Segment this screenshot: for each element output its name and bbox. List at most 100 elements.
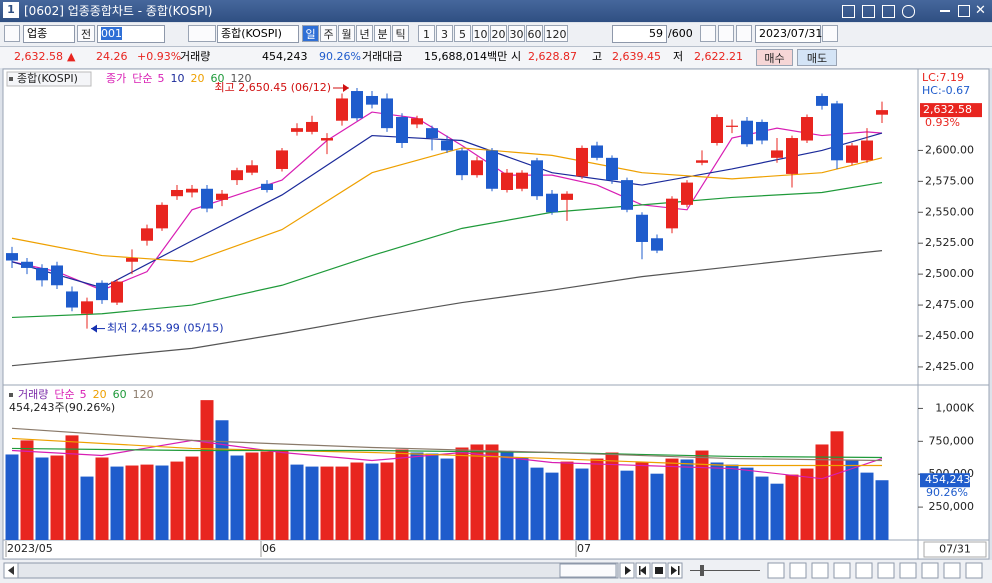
window-icon[interactable] <box>862 5 875 18</box>
tool-button[interactable] <box>877 562 895 579</box>
maximize[interactable] <box>958 5 970 17</box>
period-button[interactable]: 월 <box>338 25 355 42</box>
zoom-handle[interactable] <box>700 565 704 576</box>
volume-bar <box>125 465 139 540</box>
tool-button[interactable] <box>921 562 939 579</box>
volume-bar <box>290 464 304 540</box>
tool-icon[interactable] <box>736 25 752 42</box>
period-button[interactable]: 일 <box>302 25 319 42</box>
volume-bar <box>170 461 184 540</box>
sound-button[interactable] <box>188 25 216 42</box>
x-tick-label: 07 <box>577 542 591 555</box>
interval-button[interactable]: 120 <box>544 25 568 42</box>
period-button[interactable]: 주 <box>320 25 337 42</box>
candle-body <box>441 140 453 151</box>
interval-button[interactable]: 30 <box>508 25 525 42</box>
price-label: 2,632.58 <box>923 103 972 116</box>
legend-entry: 5 <box>80 388 87 401</box>
y-tick-label: 1,000K <box>935 401 974 414</box>
all-button[interactable]: 전 <box>77 25 95 42</box>
code-input[interactable]: 001 <box>97 25 165 43</box>
volume-bar <box>260 451 274 540</box>
scroll-thumb[interactable] <box>559 563 617 578</box>
price: 2,632.58 <box>14 50 63 63</box>
window-icon[interactable] <box>842 5 855 18</box>
tool-button[interactable] <box>899 562 917 579</box>
symbol: 종합(KOSPI) <box>17 72 78 85</box>
period-button[interactable]: 분 <box>374 25 391 42</box>
tool-button[interactable] <box>965 562 983 579</box>
interval-button[interactable]: 5 <box>454 25 471 42</box>
count-input[interactable]: 59 <box>612 25 667 43</box>
volume-bar <box>410 452 424 540</box>
volume-bar <box>335 466 349 540</box>
tool-button[interactable] <box>833 562 851 579</box>
market-select[interactable]: 업종 <box>23 25 75 43</box>
volume-bar <box>815 444 829 540</box>
calendar[interactable] <box>822 25 838 42</box>
scroll-track[interactable] <box>17 562 619 579</box>
change-rate: +0.93% <box>137 50 182 63</box>
candle-body <box>51 265 63 286</box>
candle-body <box>696 160 708 163</box>
annotation-arrowhead <box>343 84 349 93</box>
candle-body <box>66 291 78 308</box>
candle-body <box>546 193 558 213</box>
interval-button[interactable]: 60 <box>526 25 543 42</box>
volume-bar <box>530 467 544 540</box>
interval-button[interactable]: 3 <box>436 25 453 42</box>
volume-label-box <box>920 473 970 488</box>
minimize[interactable] <box>940 10 950 12</box>
close[interactable]: ✕ <box>975 3 986 18</box>
legend-entry: 5 <box>158 72 165 85</box>
volume-bar <box>65 435 79 540</box>
window-title: [0602] 업종종합차트 - 종합(KOSPI) <box>24 4 213 18</box>
period-button[interactable]: 틱 <box>392 25 409 42</box>
tool-icon[interactable] <box>700 25 716 42</box>
volume-bar <box>605 452 619 540</box>
candle-body <box>606 157 618 181</box>
candle-body <box>516 172 528 189</box>
volume-bar <box>305 466 319 540</box>
tool-button[interactable] <box>811 562 829 579</box>
volume-bar <box>620 470 634 540</box>
tool-button[interactable] <box>767 562 785 579</box>
legend-entry: 10 <box>171 72 185 85</box>
volume-bar <box>50 455 64 540</box>
interval-button[interactable]: 1 <box>418 25 435 42</box>
y-tick-label: 2,475.00 <box>925 298 974 311</box>
candle-body <box>456 150 468 176</box>
menu-icon[interactable] <box>4 25 20 42</box>
window-icon[interactable] <box>902 5 915 18</box>
legend-entry: 20 <box>93 388 107 401</box>
y-tick-label: 750,000 <box>929 434 975 447</box>
candle-body <box>321 138 333 141</box>
volume-rate-label: 90.26% <box>926 486 968 499</box>
volume-bar <box>275 450 289 540</box>
open-label: 시 <box>511 50 522 63</box>
interval-button[interactable]: 20 <box>490 25 507 42</box>
high: 2,639.45 <box>612 50 661 63</box>
interval-button[interactable]: 10 <box>472 25 489 42</box>
candle-body <box>246 165 258 173</box>
volume-bar <box>395 449 409 540</box>
tool-button[interactable] <box>789 562 807 579</box>
volume-bar <box>830 431 844 540</box>
period-button[interactable]: 년 <box>356 25 373 42</box>
tool-icon[interactable] <box>718 25 734 42</box>
tool-button[interactable] <box>943 562 961 579</box>
candle-body <box>6 253 18 261</box>
window-icon[interactable] <box>882 5 895 18</box>
candle-body <box>261 183 273 191</box>
tool-button[interactable] <box>855 562 873 579</box>
buy-button[interactable]: 매수 <box>756 49 793 66</box>
low-label: 저 <box>673 50 684 63</box>
date-input[interactable]: 2023/07/31 <box>755 25 822 43</box>
sell-button[interactable]: 매도 <box>797 49 837 66</box>
candle-body <box>651 238 663 251</box>
candle-body <box>126 258 138 262</box>
candle-body <box>786 138 798 174</box>
candle-body <box>831 103 843 161</box>
volume-bar <box>650 473 664 540</box>
